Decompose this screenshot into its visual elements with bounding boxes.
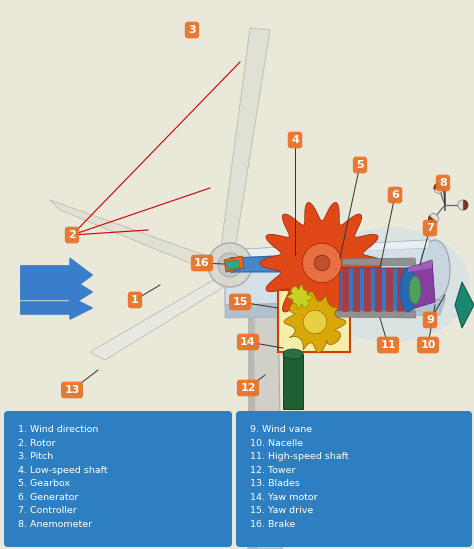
Ellipse shape: [227, 257, 237, 272]
Text: 16: 16: [194, 258, 210, 268]
Wedge shape: [458, 200, 463, 210]
Polygon shape: [225, 240, 430, 258]
Text: 9. Wind vane
10. Nacelle
11. High-speed shaft
12. Tower
13. Blades
14. Yaw motor: 9. Wind vane 10. Nacelle 11. High-speed …: [250, 425, 348, 529]
Text: 12: 12: [240, 383, 256, 393]
Bar: [375, 268, 382, 312]
FancyArrowPatch shape: [21, 259, 92, 292]
Polygon shape: [220, 28, 270, 255]
Circle shape: [208, 243, 252, 287]
Bar: [397, 268, 404, 312]
Polygon shape: [340, 268, 412, 312]
Bar: [278, 290, 350, 352]
Text: 6: 6: [391, 190, 399, 200]
Ellipse shape: [400, 268, 416, 312]
Circle shape: [428, 214, 438, 224]
Polygon shape: [225, 240, 445, 305]
Text: 8: 8: [439, 178, 447, 188]
Text: 15: 15: [232, 297, 248, 307]
Bar: [353, 268, 360, 312]
Polygon shape: [335, 310, 416, 318]
Circle shape: [314, 255, 330, 271]
Text: 14: 14: [240, 337, 256, 347]
Wedge shape: [429, 214, 438, 222]
Circle shape: [303, 310, 327, 334]
Polygon shape: [226, 260, 240, 270]
Circle shape: [218, 253, 242, 277]
Text: 13: 13: [64, 385, 80, 395]
Text: 3: 3: [188, 25, 196, 35]
Polygon shape: [408, 260, 432, 272]
Polygon shape: [232, 254, 320, 272]
Ellipse shape: [409, 276, 421, 304]
Polygon shape: [284, 292, 346, 352]
Wedge shape: [434, 186, 444, 193]
Polygon shape: [408, 260, 435, 310]
Ellipse shape: [310, 227, 470, 343]
Polygon shape: [248, 295, 282, 549]
Polygon shape: [248, 295, 258, 549]
FancyArrowPatch shape: [21, 278, 92, 306]
Text: 7: 7: [426, 223, 434, 233]
Bar: [283, 354, 303, 409]
Text: 9: 9: [426, 315, 434, 325]
Text: 2: 2: [68, 230, 76, 240]
Polygon shape: [50, 200, 224, 277]
Polygon shape: [225, 300, 445, 318]
Polygon shape: [224, 256, 244, 272]
Bar: [342, 268, 349, 312]
Polygon shape: [335, 258, 416, 266]
Bar: [386, 268, 393, 312]
Text: 1: 1: [131, 295, 139, 305]
Polygon shape: [288, 285, 312, 309]
Text: 4: 4: [291, 135, 299, 145]
FancyBboxPatch shape: [236, 411, 472, 547]
Text: 1. Wind direction
2. Rotor
3. Pitch
4. Low-speed shaft
5. Gearbox
6. Generator
7: 1. Wind direction 2. Rotor 3. Pitch 4. L…: [18, 425, 108, 529]
Text: 10: 10: [420, 340, 436, 350]
Ellipse shape: [283, 349, 303, 359]
Circle shape: [458, 200, 468, 210]
Circle shape: [302, 243, 342, 283]
Ellipse shape: [420, 240, 450, 300]
FancyBboxPatch shape: [4, 411, 232, 547]
Text: 11: 11: [380, 340, 396, 350]
FancyArrowPatch shape: [21, 297, 92, 319]
Polygon shape: [90, 275, 235, 360]
Polygon shape: [260, 203, 384, 323]
Text: 5: 5: [356, 160, 364, 170]
Bar: [364, 268, 371, 312]
Circle shape: [434, 183, 444, 193]
Polygon shape: [455, 282, 474, 328]
